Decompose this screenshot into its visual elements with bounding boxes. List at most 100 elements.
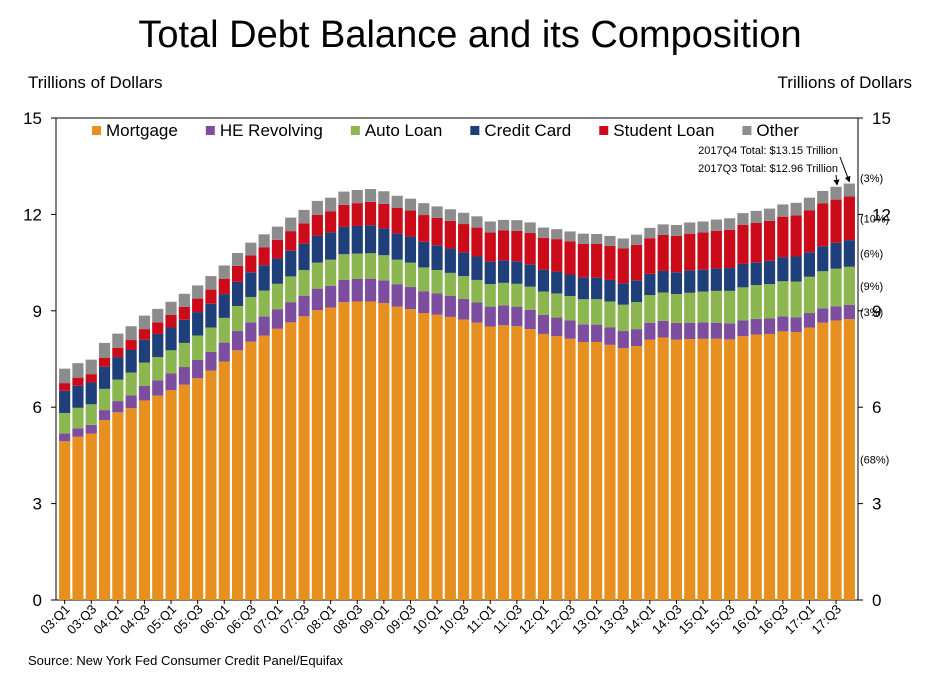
bar-segment-student-loan [630, 244, 643, 281]
bar-segment-student-loan [205, 289, 217, 304]
bar-segment-auto-loan [338, 254, 350, 280]
bar-segment-he-revolving [790, 317, 802, 333]
bar-segment-mortgage [125, 408, 137, 600]
x-tick-label: 12:Q1 [516, 602, 552, 638]
bar-segment-he-revolving [750, 318, 762, 335]
bar-segment-student-loan [684, 233, 696, 271]
legend-swatch-student-loan [599, 126, 609, 135]
bar-segment-mortgage [843, 319, 855, 600]
bar-segment-other [537, 227, 550, 238]
bar-segment-mortgage [763, 333, 776, 600]
bar-segment-other [458, 212, 470, 225]
x-tick-label: 17:Q1 [782, 602, 818, 638]
bar-segment-student-loan [697, 232, 709, 270]
bar-segment-auto-loan [617, 304, 629, 332]
bar-segment-mortgage [617, 348, 629, 600]
bar-segment-other [577, 233, 589, 244]
left-y-tick-label: 12 [23, 205, 42, 224]
bar-segment-credit-card [724, 268, 736, 291]
composition-label-he-revolving: (3%) [860, 307, 883, 319]
bar-segment-auto-loan [125, 372, 137, 396]
bar-segment-student-loan [404, 210, 417, 237]
bar-segment-he-revolving [378, 280, 390, 304]
x-tick-label: 17:Q3 [809, 602, 845, 638]
bar-segment-student-loan [271, 239, 284, 259]
right-y-tick-label: 6 [872, 398, 881, 417]
bar-segment-he-revolving [285, 302, 297, 323]
x-tick-label: 08:Q1 [303, 602, 339, 638]
bar-segment-student-loan [285, 231, 297, 251]
bar-segment-he-revolving [484, 306, 496, 327]
bar-segment-he-revolving [192, 359, 204, 379]
bar-segment-student-loan [577, 243, 589, 278]
source-note: Source: New York Fed Consumer Credit Pan… [28, 653, 344, 668]
bar-segment-he-revolving [471, 302, 483, 323]
bar-segment-credit-card [418, 241, 430, 268]
left-y-tick-label: 3 [33, 495, 42, 514]
bar-segment-he-revolving [271, 309, 284, 329]
bar-segment-he-revolving [298, 295, 310, 317]
bar-segment-he-revolving [617, 331, 629, 349]
x-tick-label: 03:Q1 [37, 602, 73, 638]
bar-segment-auto-loan [484, 284, 496, 307]
bar-segment-mortgage [591, 341, 603, 600]
bar-segment-student-loan [471, 227, 483, 257]
bar-segment-he-revolving [112, 401, 124, 413]
bar-segment-student-loan [511, 230, 523, 262]
bar-segment-credit-card [710, 268, 722, 291]
bar-segment-other [511, 220, 523, 231]
bar-segment-other [591, 234, 603, 244]
x-tick-label: 13:Q3 [596, 602, 632, 638]
bar-segment-he-revolving [72, 428, 84, 437]
plot-frame [55, 117, 859, 601]
bar-segment-student-loan [178, 306, 190, 320]
bar-segment-mortgage [59, 441, 71, 600]
bar-segment-credit-card [165, 327, 177, 351]
bar-segment-credit-card [205, 303, 217, 328]
bar-segment-auto-loan [378, 255, 390, 281]
bar-segment-auto-loan [85, 404, 97, 425]
bar-segment-credit-card [458, 252, 470, 277]
bar-segment-student-loan [338, 204, 350, 227]
bar-segment-credit-card [763, 260, 776, 285]
x-tick-label: 14:Q3 [649, 602, 685, 638]
bar-segment-other [258, 234, 270, 248]
x-tick-label: 09:Q3 [383, 602, 419, 638]
bar-segment-credit-card [152, 333, 164, 358]
bar-segment-he-revolving [258, 316, 270, 336]
bar-segment-other [803, 197, 816, 211]
bar-segment-he-revolving [710, 322, 722, 339]
bar-segment-mortgage [684, 339, 696, 600]
bar-segment-credit-card [617, 283, 629, 305]
bar-segment-student-loan [391, 207, 403, 234]
bar-segment-credit-card [551, 271, 563, 294]
legend-label-credit-card: Credit Card [484, 121, 571, 140]
bar-segment-he-revolving [537, 314, 550, 334]
bar-segment-other [604, 235, 616, 246]
bar-segment-other [724, 218, 736, 230]
left-y-tick-label: 6 [33, 398, 42, 417]
bar-segment-auto-loan [684, 292, 696, 323]
bar-segment-auto-loan [431, 269, 443, 294]
bar-segment-he-revolving [311, 288, 323, 311]
bar-segment-auto-loan [231, 305, 244, 332]
x-tick-label: 10:Q3 [436, 602, 472, 638]
bar-segment-credit-card [484, 261, 496, 285]
bar-segment-credit-card [630, 280, 643, 303]
bar-segment-auto-loan [351, 253, 363, 279]
bar-segment-auto-loan [777, 281, 789, 317]
bar-segment-he-revolving [458, 298, 470, 320]
bar-segment-student-loan [644, 238, 656, 274]
bar-segment-auto-loan [471, 279, 483, 303]
bar-segment-he-revolving [777, 316, 789, 332]
bar-segment-he-revolving [577, 324, 589, 342]
x-tick-label: 11:Q1 [463, 602, 498, 637]
x-tick-label: 10:Q1 [410, 602, 446, 638]
bar-segment-mortgage [152, 395, 164, 600]
bar-segment-he-revolving [763, 318, 776, 334]
bar-segment-other [404, 198, 417, 211]
bar-segment-mortgage [378, 303, 390, 600]
bar-segment-he-revolving [165, 373, 177, 391]
bar-segment-other [777, 204, 789, 217]
bar-segment-mortgage [790, 332, 802, 600]
